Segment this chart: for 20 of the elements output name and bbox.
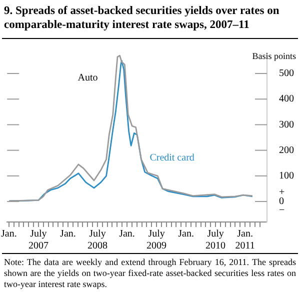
series-label: Auto (78, 72, 98, 84)
y-tick-label: 300 (279, 119, 294, 130)
x-tick-label: July 2008 (87, 228, 108, 252)
y-tick-label: 100 (279, 170, 294, 182)
x-tick-label: Jan. 2011 (235, 228, 255, 252)
y-tick-label: 400 (279, 94, 294, 105)
x-tick-label: July 2007 (28, 228, 48, 252)
x-tick-label: Jan. (119, 228, 135, 240)
y-tick-label: + 0 − (279, 187, 285, 216)
x-tick-label: July 2009 (146, 228, 167, 252)
series-label: Credit card (150, 152, 194, 164)
y-tick-label: 200 (279, 144, 294, 156)
x-tick-label: Jan. (60, 228, 76, 240)
text: Note: The data are weekly and extend through February 16, 2011. The spreads shown are the yields on two-year fixed-rate asset-backed securities less rates on two-year interest rate swaps. (3, 256, 297, 290)
y-tick-label: 500 (279, 68, 294, 80)
chart-title: 9. Spreads of asset-backed securities yields over rates on comparable-maturity interest rate swaps, 2007–11 (3, 4, 280, 33)
x-tick-label: Jan. (178, 228, 194, 240)
y-axis-title: Basis points (252, 51, 296, 61)
x-tick-label: July 2010 (206, 228, 226, 252)
x-tick-label: Jan. (1, 228, 17, 240)
